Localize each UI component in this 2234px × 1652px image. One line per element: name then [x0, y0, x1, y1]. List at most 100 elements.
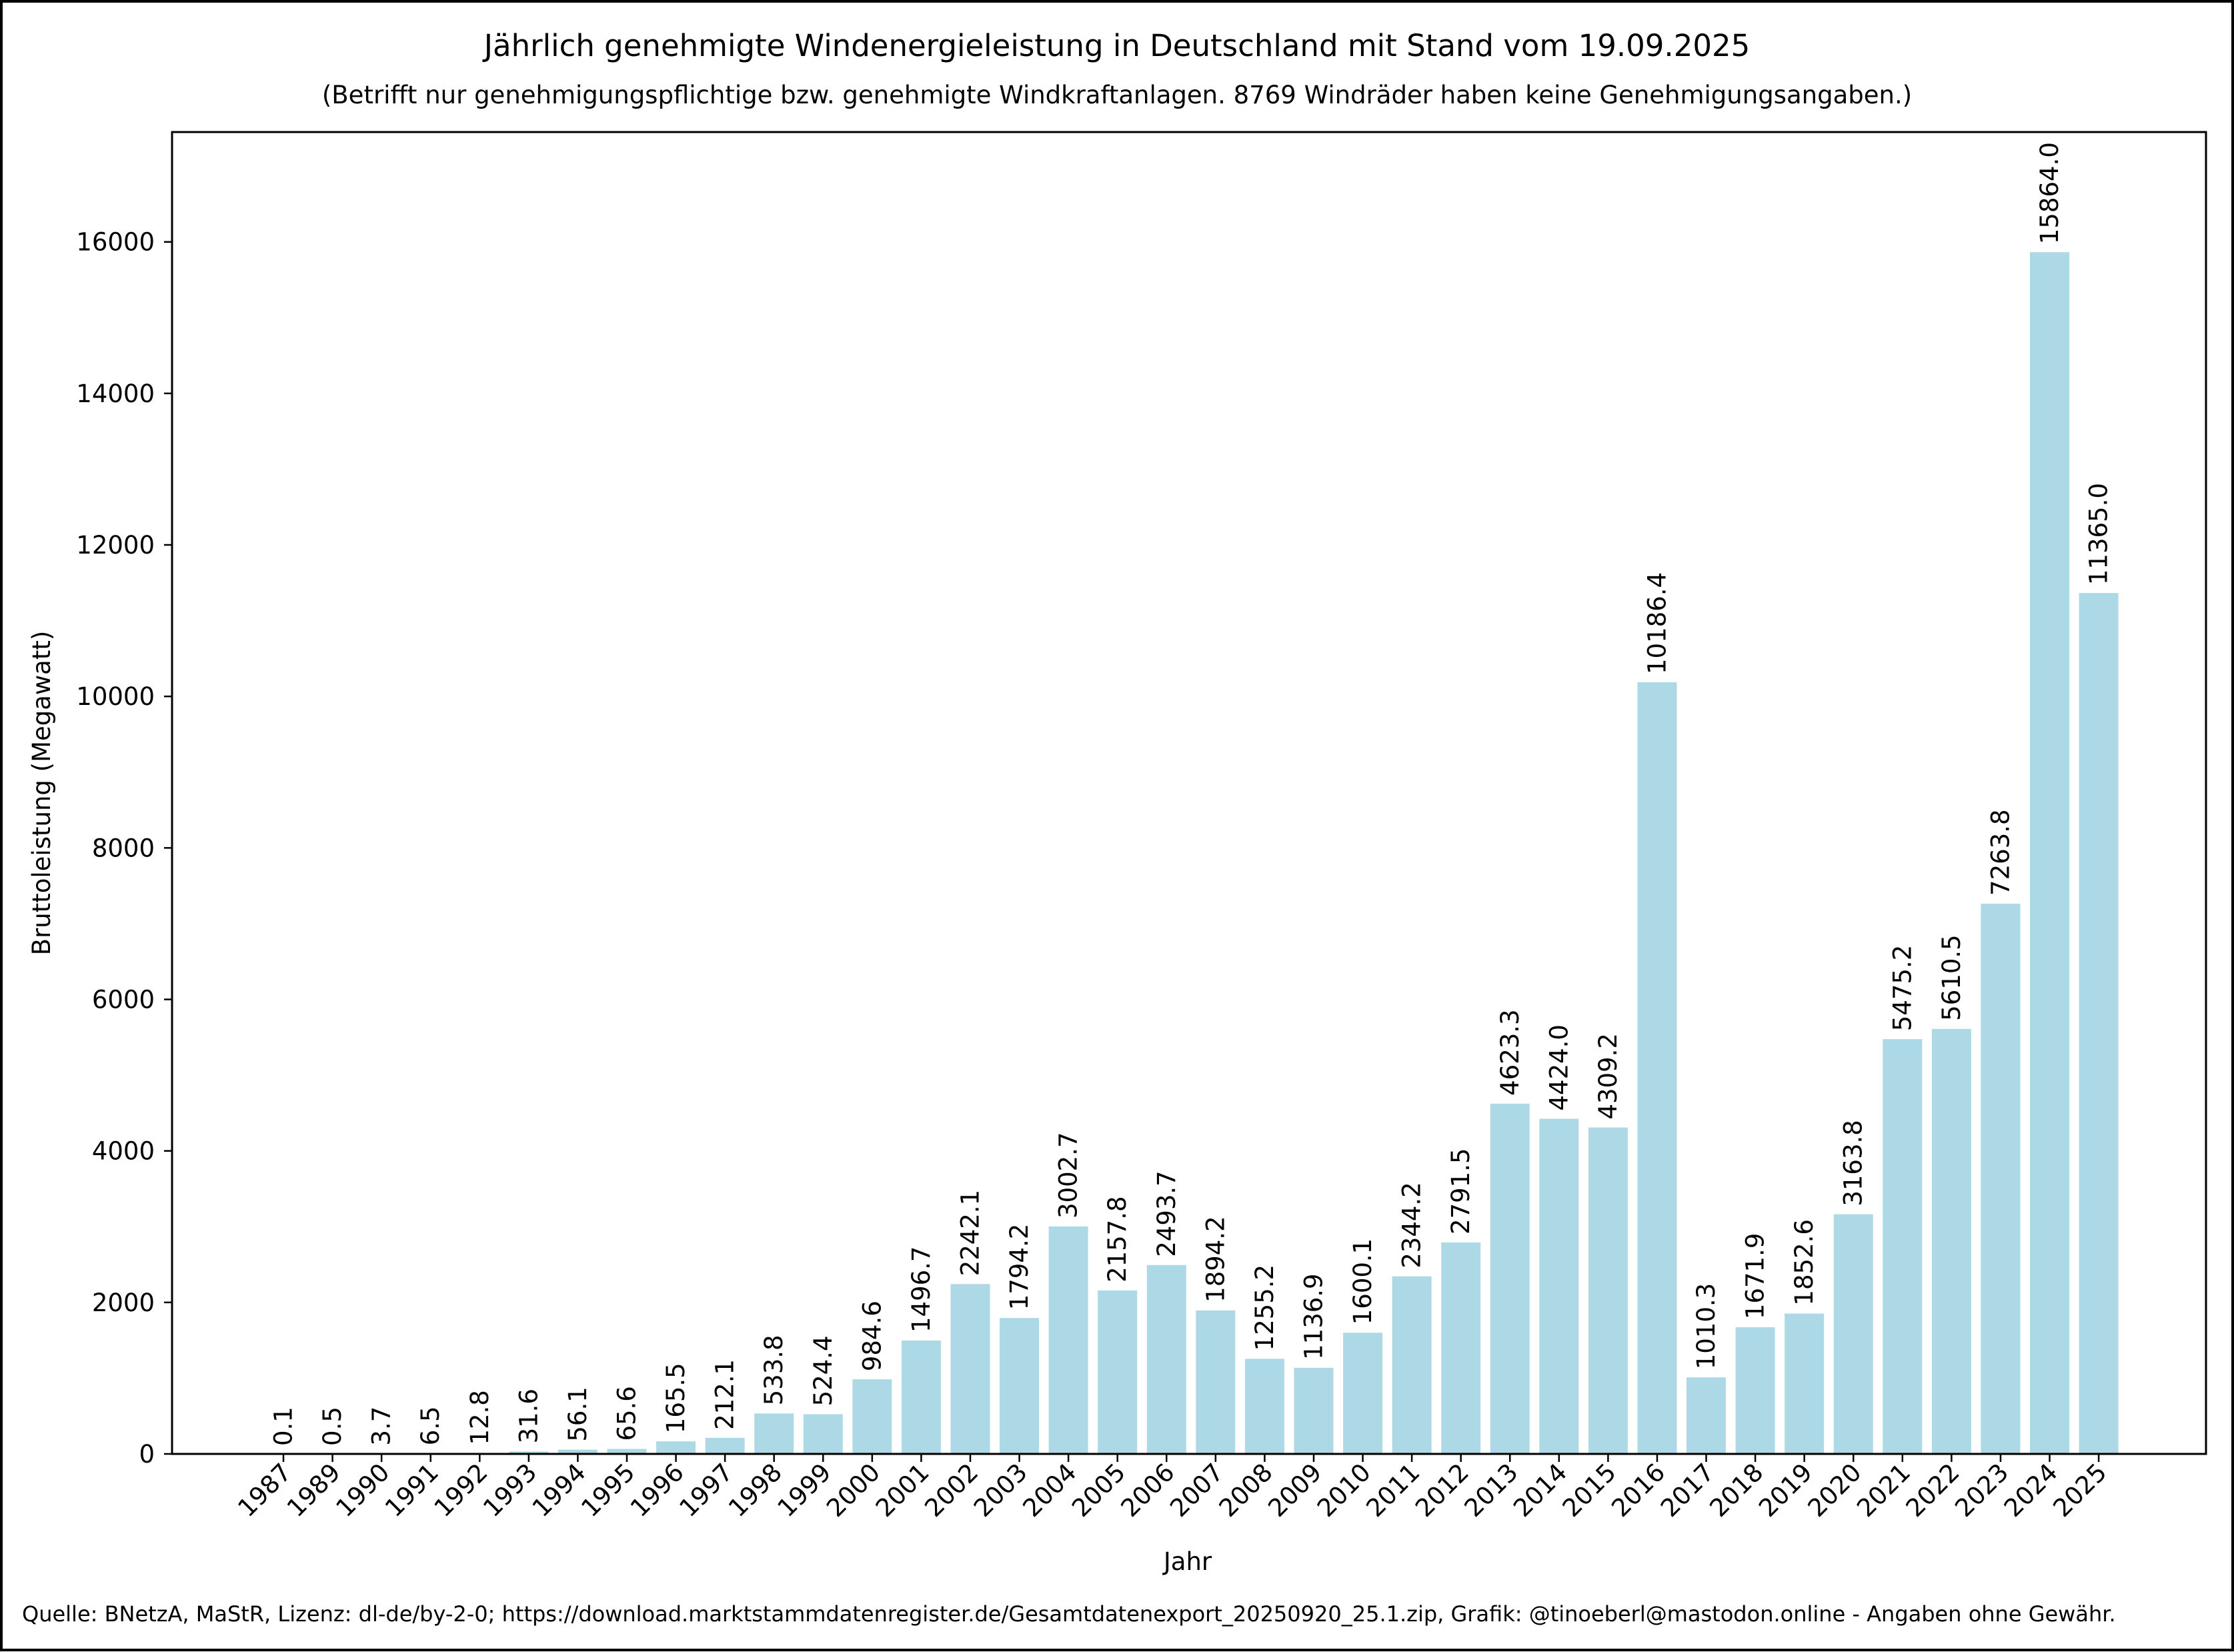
bar: [1785, 1314, 1824, 1454]
x-tick-label: 2017: [1655, 1458, 1720, 1523]
x-tick-label: 2008: [1214, 1458, 1278, 1523]
bar: [1539, 1119, 1578, 1454]
bar: [1490, 1104, 1530, 1454]
y-tick-label: 12000: [76, 531, 155, 560]
x-tick-label: 2015: [1557, 1458, 1622, 1523]
bar-value-label: 31.6: [514, 1389, 543, 1443]
x-tick-label: 2007: [1164, 1458, 1229, 1523]
x-tick-label: 2023: [1949, 1458, 2014, 1523]
bar: [1392, 1277, 1432, 1454]
bar-value-label: 3163.8: [1839, 1120, 1868, 1206]
bar-value-label: 12.8: [465, 1390, 494, 1445]
source-note: Quelle: BNetzA, MaStR, Lizenz: dl-de/by-…: [22, 1601, 2116, 1627]
x-tick-label: 1997: [674, 1458, 738, 1523]
y-tick-label: 16000: [76, 228, 155, 257]
x-tick-label: 1989: [281, 1458, 346, 1523]
x-tick-label: 2010: [1312, 1458, 1376, 1523]
bar-value-label: 165.5: [662, 1363, 690, 1433]
bar-value-label: 212.1: [711, 1359, 740, 1430]
y-tick-label: 4000: [92, 1137, 155, 1166]
bar-value-label: 3002.7: [1054, 1132, 1083, 1218]
bar: [1981, 904, 2020, 1454]
bar-value-label: 1010.3: [1692, 1283, 1721, 1369]
bar-value-label: 2493.7: [1152, 1170, 1181, 1257]
x-tick-label: 2009: [1262, 1458, 1327, 1523]
x-tick-label: 2016: [1606, 1458, 1670, 1523]
bar-value-label: 56.1: [564, 1387, 592, 1441]
y-tick-label: 14000: [76, 379, 155, 408]
bar-value-label: 533.8: [760, 1335, 788, 1405]
bar: [1834, 1214, 1873, 1454]
bars-layer: [264, 252, 2119, 1454]
bar: [1637, 682, 1677, 1454]
x-tick-label: 2024: [1999, 1458, 2063, 1523]
x-tick-label: 1987: [232, 1458, 297, 1523]
bar: [1736, 1327, 1775, 1454]
y-tick-label: 10000: [76, 682, 155, 711]
bar: [1343, 1333, 1382, 1454]
bar-value-label: 1136.9: [1299, 1273, 1328, 1359]
x-tick-label: 2019: [1753, 1458, 1818, 1523]
x-axis: 1987198919901991199219931994199519961997…: [232, 1454, 2112, 1523]
bar-value-label: 65.6: [612, 1386, 641, 1441]
bar: [754, 1413, 794, 1454]
bar: [804, 1414, 843, 1454]
bar: [950, 1284, 990, 1454]
y-tick-label: 2000: [92, 1289, 155, 1317]
x-tick-label: 2013: [1459, 1458, 1524, 1523]
bar-value-label: 2344.2: [1398, 1182, 1426, 1268]
bar: [706, 1438, 745, 1454]
chart-subtitle: (Betrifft nur genehmigungspflichtige bzw…: [322, 81, 1912, 109]
y-tick-label: 8000: [92, 834, 155, 862]
bar-value-label: 1671.9: [1741, 1233, 1770, 1319]
x-tick-label: 1999: [772, 1458, 837, 1523]
x-tick-label: 1995: [576, 1458, 640, 1523]
x-tick-label: 2022: [1901, 1458, 1965, 1523]
bar-value-label: 1894.2: [1201, 1216, 1230, 1302]
bar-value-label: 7263.8: [1986, 810, 2015, 896]
chart-title: Jährlich genehmigte Windenergieleistung …: [482, 28, 1751, 63]
bar: [1049, 1226, 1088, 1454]
y-tick-label: 0: [139, 1440, 155, 1469]
bar: [2030, 252, 2069, 1454]
bar: [1196, 1311, 1235, 1454]
bar: [902, 1341, 941, 1454]
bar: [2079, 593, 2119, 1454]
bar: [1588, 1128, 1628, 1454]
x-tick-label: 1990: [331, 1458, 395, 1523]
x-tick-label: 2020: [1803, 1458, 1867, 1523]
x-tick-label: 1998: [723, 1458, 788, 1523]
bar-value-label: 0.5: [318, 1407, 347, 1446]
bar: [1000, 1318, 1039, 1454]
bar: [1294, 1368, 1333, 1454]
bar-value-label: 1794.2: [1005, 1224, 1034, 1310]
x-tick-label: 2002: [919, 1458, 984, 1523]
bar-value-label: 5475.2: [1888, 945, 1917, 1031]
bar: [1687, 1377, 1726, 1454]
bar-chart: Jährlich genehmigte Windenergieleistung …: [3, 3, 2231, 1649]
x-tick-label: 1994: [527, 1458, 592, 1523]
x-tick-label: 1991: [379, 1458, 444, 1523]
bar-value-label: 11365.0: [2085, 483, 2113, 585]
bar: [1098, 1291, 1137, 1454]
bar-value-label: 0.1: [269, 1407, 298, 1446]
x-tick-label: 2012: [1410, 1458, 1474, 1523]
bar-value-label: 4309.2: [1594, 1033, 1622, 1119]
bar-value-label: 6.5: [416, 1406, 445, 1445]
x-tick-label: 1992: [429, 1458, 493, 1523]
x-tick-label: 2025: [2047, 1458, 2112, 1523]
bar-value-label: 4424.0: [1544, 1024, 1573, 1110]
x-tick-label: 2021: [1851, 1458, 1916, 1523]
bar-value-label: 2157.8: [1103, 1196, 1132, 1282]
x-tick-label: 2003: [968, 1458, 1033, 1523]
x-tick-label: 2018: [1704, 1458, 1769, 1523]
x-tick-label: 1993: [477, 1458, 542, 1523]
x-tick-label: 2000: [821, 1458, 886, 1523]
x-tick-label: 2014: [1508, 1458, 1572, 1523]
bar: [1147, 1265, 1186, 1454]
bar: [1883, 1039, 1922, 1454]
x-tick-label: 2011: [1360, 1458, 1425, 1523]
bar-value-label: 3.7: [367, 1407, 396, 1446]
bar: [656, 1441, 696, 1454]
